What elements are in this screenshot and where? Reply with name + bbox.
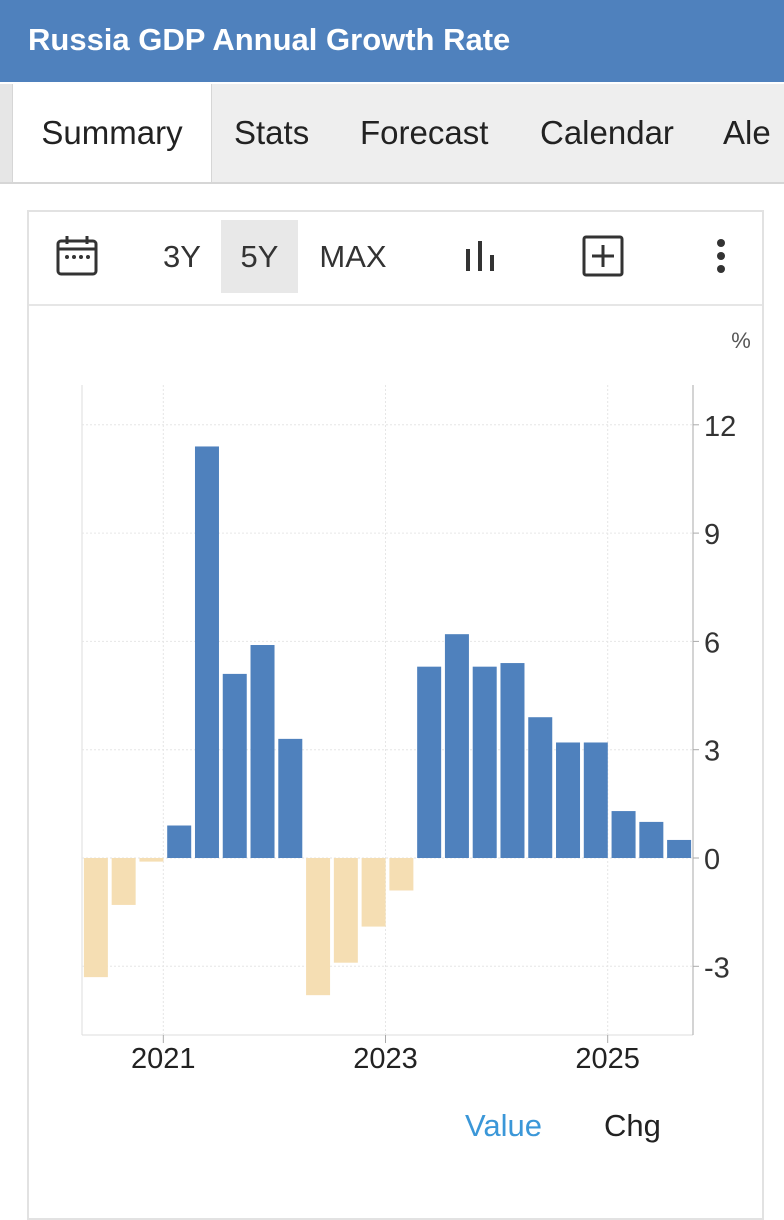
more-vertical-icon[interactable] xyxy=(701,220,741,293)
range-3y-button[interactable]: 3Y xyxy=(163,239,201,274)
bar-positive xyxy=(528,717,553,858)
bar-positive xyxy=(472,666,497,858)
x-tick-label: 2023 xyxy=(353,1043,418,1075)
bar-positive xyxy=(556,742,581,858)
tab-bar: Summary Stats Forecast Calendar Ale xyxy=(0,84,784,184)
bar-negative xyxy=(83,858,108,978)
bar-negative xyxy=(139,858,164,862)
y-tick-label: 3 xyxy=(704,736,720,768)
page-title: Russia GDP Annual Growth Rate xyxy=(28,22,511,57)
range-5y-button[interactable]: 5Y xyxy=(221,220,298,293)
bar-positive xyxy=(583,742,608,858)
bar-positive xyxy=(667,839,692,858)
bar-positive xyxy=(250,645,275,858)
bar-negative xyxy=(306,858,331,996)
page-header: Russia GDP Annual Growth Rate xyxy=(0,0,784,82)
y-tick-label: 0 xyxy=(704,844,720,876)
tab-stats[interactable]: Stats xyxy=(234,114,310,151)
tab-forecast[interactable]: Forecast xyxy=(360,114,489,151)
plus-box-icon[interactable] xyxy=(577,220,629,293)
bar-positive xyxy=(167,825,192,858)
bar-chart-icon[interactable] xyxy=(455,220,505,293)
bar-positive xyxy=(278,738,303,858)
bar-negative xyxy=(361,858,386,927)
chart-toolbar: 3Y 5Y MAX xyxy=(29,212,762,306)
bar-positive xyxy=(444,634,469,858)
y-tick-label: 9 xyxy=(704,519,720,551)
bar-positive xyxy=(222,673,247,858)
unit-label: % xyxy=(731,328,751,353)
x-tick-label: 2021 xyxy=(131,1043,196,1075)
bar-negative xyxy=(333,858,358,963)
bar-positive xyxy=(194,446,219,858)
bar-negative xyxy=(389,858,414,891)
bar-positive xyxy=(639,821,664,858)
calendar-icon[interactable] xyxy=(49,220,105,293)
bar-positive xyxy=(417,666,442,858)
x-tick-label: 2025 xyxy=(575,1043,640,1075)
chart-panel: 3Y 5Y MAX xyxy=(27,210,764,1220)
tab-alerts[interactable]: Ale xyxy=(723,114,771,151)
range-max-button[interactable]: MAX xyxy=(319,239,387,274)
tab-summary[interactable]: Summary xyxy=(12,84,212,182)
y-tick-label: -3 xyxy=(704,952,730,984)
tab-bar-edge xyxy=(0,84,12,182)
bar-positive xyxy=(500,663,525,858)
legend-value[interactable]: Value xyxy=(465,1108,542,1143)
tab-calendar[interactable]: Calendar xyxy=(540,114,674,151)
bar-negative xyxy=(111,858,136,905)
bar-positive xyxy=(611,811,636,858)
y-tick-label: 12 xyxy=(704,411,736,443)
y-tick-label: 6 xyxy=(704,627,720,659)
legend-chg[interactable]: Chg xyxy=(604,1108,661,1143)
